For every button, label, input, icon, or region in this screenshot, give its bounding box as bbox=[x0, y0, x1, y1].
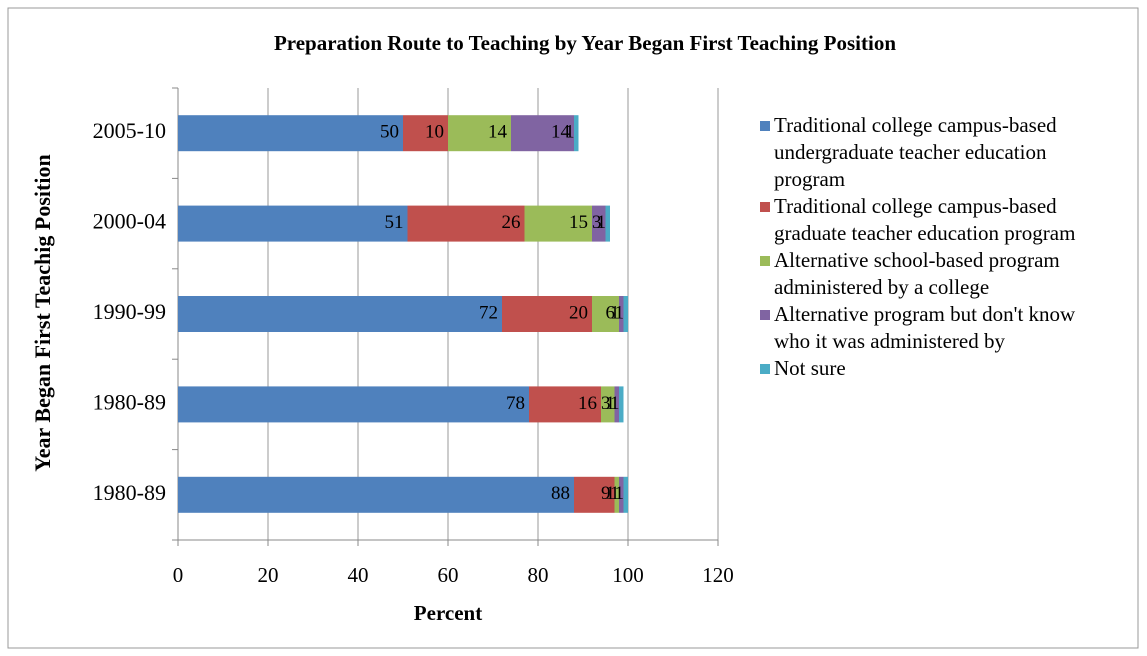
bar-segment bbox=[623, 296, 628, 332]
legend-item: Alternative program but don't know who i… bbox=[760, 301, 1100, 355]
y-tick-label: 1980-89 bbox=[93, 480, 166, 505]
data-label: 1 bbox=[597, 212, 607, 233]
data-label: 1 bbox=[610, 483, 620, 504]
data-label: 50 bbox=[380, 122, 399, 143]
data-label: 10 bbox=[425, 122, 444, 143]
bar-segment bbox=[592, 205, 606, 242]
data-label: 3 bbox=[601, 393, 611, 414]
data-label: 1 bbox=[615, 483, 625, 504]
y-tick-label: 1980-89 bbox=[93, 389, 166, 414]
legend-swatch bbox=[760, 202, 770, 212]
bar-segment bbox=[619, 296, 624, 332]
bar-segment bbox=[524, 205, 592, 242]
bar-segment bbox=[601, 386, 615, 423]
legend-swatch bbox=[760, 121, 770, 131]
legend-swatch bbox=[760, 256, 770, 266]
bar-segment bbox=[178, 205, 408, 242]
bar-segment bbox=[619, 386, 624, 423]
data-label: 14 bbox=[488, 122, 508, 143]
data-label: 72 bbox=[479, 302, 498, 323]
bar-segment bbox=[178, 476, 574, 513]
bar-segment bbox=[529, 386, 601, 423]
bar-segment bbox=[511, 115, 574, 152]
data-label: 78 bbox=[506, 393, 525, 414]
data-label: 51 bbox=[385, 212, 404, 233]
data-label: 88 bbox=[551, 483, 570, 504]
data-label: 1 bbox=[606, 393, 616, 414]
legend: Traditional college campus-based undergr… bbox=[760, 112, 1100, 382]
bar-segment bbox=[403, 115, 448, 152]
y-tick-label: 1990-99 bbox=[93, 299, 166, 324]
data-label: 14 bbox=[551, 122, 571, 143]
bar-segment bbox=[574, 115, 579, 152]
legend-swatch bbox=[760, 310, 770, 320]
legend-item: Alternative school-based program adminis… bbox=[760, 247, 1100, 301]
bar-segment bbox=[592, 296, 619, 332]
x-tick-label: 20 bbox=[258, 563, 279, 587]
data-label: 6 bbox=[606, 302, 616, 323]
data-label: 16 bbox=[578, 393, 597, 414]
bar-segment bbox=[178, 296, 502, 332]
data-label: 1 bbox=[565, 122, 575, 143]
y-tick-label: 2000-04 bbox=[93, 209, 166, 234]
legend-item: Traditional college campus-based graduat… bbox=[760, 193, 1100, 247]
legend-item: Traditional college campus-based undergr… bbox=[760, 112, 1100, 193]
data-label: 15 bbox=[569, 212, 588, 233]
bar-segment bbox=[614, 386, 619, 423]
data-label: 1 bbox=[615, 302, 625, 323]
bar-segment bbox=[623, 476, 628, 513]
legend-label: Not sure bbox=[774, 356, 846, 380]
data-label: 26 bbox=[502, 212, 521, 233]
data-label: 3 bbox=[592, 212, 602, 233]
data-label: 1 bbox=[606, 483, 616, 504]
legend-label: Traditional college campus-based undergr… bbox=[774, 113, 1057, 191]
bar-segment bbox=[574, 476, 615, 513]
chart-title: Preparation Route to Teaching by Year Be… bbox=[274, 31, 896, 55]
x-tick-label: 40 bbox=[348, 563, 369, 587]
x-tick-label: 80 bbox=[528, 563, 549, 587]
legend-item: Not sure bbox=[760, 355, 1100, 382]
x-tick-label: 60 bbox=[438, 563, 459, 587]
bar-segment bbox=[448, 115, 511, 152]
x-axis-label: Percent bbox=[414, 601, 482, 625]
bar-segment bbox=[178, 115, 403, 152]
x-tick-label: 100 bbox=[612, 563, 644, 587]
y-tick-label: 2005-10 bbox=[93, 118, 166, 143]
bar-segment bbox=[178, 386, 529, 423]
bar-segment bbox=[614, 476, 619, 513]
legend-label: Alternative program but don't know who i… bbox=[774, 302, 1076, 353]
bar-segment bbox=[619, 476, 624, 513]
data-label: 9 bbox=[601, 483, 611, 504]
legend-label: Traditional college campus-based graduat… bbox=[774, 194, 1076, 245]
data-label: 20 bbox=[569, 302, 588, 323]
data-label: 1 bbox=[610, 302, 620, 323]
bar-segment bbox=[502, 296, 592, 332]
x-tick-label: 0 bbox=[173, 563, 184, 587]
legend-label: Alternative school-based program adminis… bbox=[774, 248, 1060, 299]
y-axis-label: Year Began First Teachig Position bbox=[30, 154, 55, 471]
data-label: 1 bbox=[610, 393, 620, 414]
x-tick-label: 120 bbox=[702, 563, 734, 587]
bar-segment bbox=[605, 205, 610, 242]
bar-segment bbox=[407, 205, 525, 242]
legend-swatch bbox=[760, 364, 770, 374]
